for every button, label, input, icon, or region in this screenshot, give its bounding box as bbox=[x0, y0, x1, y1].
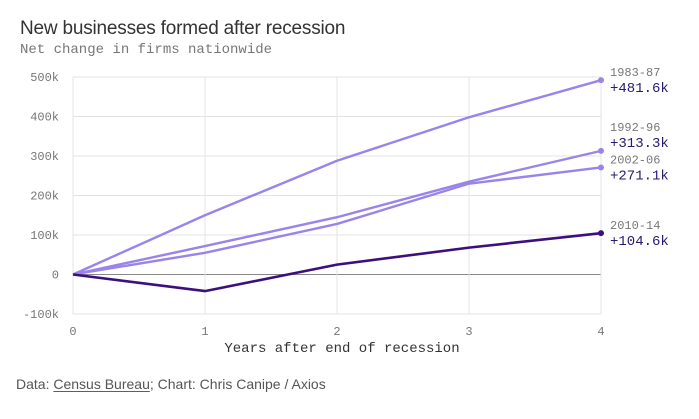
series-line-1992-96 bbox=[72, 149, 602, 276]
chart-subtitle: Net change in firms nationwide bbox=[20, 42, 273, 58]
series-lines: 1983-87+481.6k 1992-96+313.3k2002-06+271.… bbox=[72, 66, 669, 293]
series-endpoint-2010-14 bbox=[598, 230, 604, 237]
y-tick-label: 0 bbox=[52, 269, 59, 283]
footer: Data: Census Bureau; Chart: Chris Canipe… bbox=[16, 376, 326, 392]
series-value-label: +104.6k bbox=[610, 234, 669, 250]
grid: -100k 0 100k 200k 300k 400k 500k 0 1 2 3 4 bbox=[23, 71, 605, 339]
x-tick-label: 3 bbox=[465, 325, 472, 339]
x-tick-label: 0 bbox=[69, 325, 76, 339]
series-line-2002-06 bbox=[72, 166, 602, 276]
series-line-2010-14 bbox=[72, 231, 602, 293]
chart-credit: ; Chart: Chris Canipe / Axios bbox=[149, 376, 326, 392]
series-endpoint-1992-96 bbox=[598, 147, 604, 154]
series-name-label: 2010-14 bbox=[610, 219, 660, 233]
series-value-label: +481.6k bbox=[610, 81, 669, 97]
series-name-label: 1983-87 bbox=[610, 66, 660, 80]
x-tick-label: 2 bbox=[333, 325, 340, 339]
source-link[interactable]: Census Bureau bbox=[53, 376, 150, 392]
series-name-label: 1992-96 bbox=[610, 121, 660, 135]
series-value-label: +271.1k bbox=[610, 168, 669, 184]
y-tick-label: 300k bbox=[30, 150, 59, 164]
chart-title: New businesses formed after recession bbox=[20, 18, 346, 39]
x-tick-label: 4 bbox=[597, 325, 604, 339]
y-tick-label: -100k bbox=[23, 308, 59, 322]
x-tick-label: 1 bbox=[201, 325, 208, 339]
y-tick-label: 100k bbox=[30, 229, 59, 243]
series-name-label: 2002-06 bbox=[610, 153, 660, 167]
y-tick-label: 200k bbox=[30, 190, 59, 204]
series-endpoint-1983-87 bbox=[598, 77, 604, 84]
y-tick-label: 500k bbox=[30, 71, 59, 85]
data-prefix: Data: bbox=[16, 376, 54, 392]
y-tick-label: 400k bbox=[30, 111, 59, 125]
series-value-label: +313.3k bbox=[610, 136, 669, 152]
series-line-1983-87 bbox=[72, 79, 602, 276]
x-axis-label: Years after end of recession bbox=[224, 341, 459, 357]
series-endpoint-2002-06 bbox=[598, 164, 604, 171]
